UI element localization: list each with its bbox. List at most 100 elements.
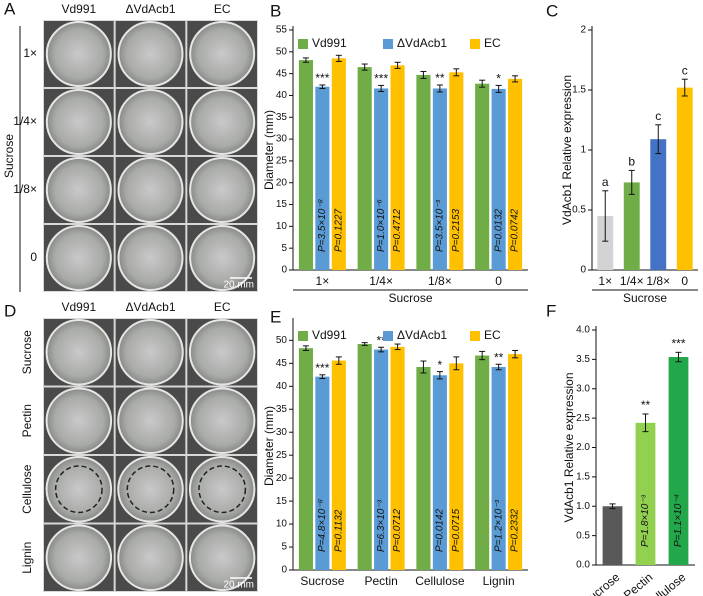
y-tick-label: 0.0 xyxy=(576,560,590,571)
plate xyxy=(45,319,113,386)
x-tick-label: Lignin xyxy=(483,574,515,588)
plate xyxy=(117,89,184,155)
y-tick-label: 2.5 xyxy=(576,413,590,424)
plate xyxy=(117,21,184,87)
y-tick-label: 1.5 xyxy=(576,472,590,483)
bar xyxy=(449,363,464,570)
y-axis-label: Diameter (mm) xyxy=(262,110,276,190)
y-tick-label: 10 xyxy=(276,221,288,232)
plate xyxy=(188,524,256,591)
significance: ** xyxy=(494,350,504,364)
x-tick-label: Sucrose xyxy=(580,570,623,596)
x-tick-label: 1× xyxy=(598,274,612,288)
x-axis-label: Sucrose xyxy=(623,291,667,305)
colony-outline xyxy=(126,465,175,514)
bar xyxy=(623,182,640,270)
bar xyxy=(597,216,614,270)
plate xyxy=(189,225,256,291)
y-tick-label: 30 xyxy=(276,427,288,438)
p-value: P=3.5×10⁻⁸ xyxy=(317,199,328,252)
panel-label: A xyxy=(4,0,16,18)
significance: *** xyxy=(315,361,329,375)
bar xyxy=(491,88,506,270)
plate xyxy=(45,524,113,591)
row-label: Cellulose xyxy=(20,464,34,514)
scale-label: 20 mm xyxy=(223,580,254,591)
plate xyxy=(45,387,113,454)
bar xyxy=(357,344,372,570)
bar xyxy=(432,375,447,570)
bar xyxy=(357,67,372,270)
significance: *** xyxy=(315,71,329,85)
y-tick-label: 5 xyxy=(281,243,287,254)
significance: a xyxy=(602,175,609,189)
plate xyxy=(189,157,256,223)
plate xyxy=(188,319,256,386)
x-tick-label: Cellulose xyxy=(415,574,465,588)
bar xyxy=(416,367,431,570)
y-tick-label: 55 xyxy=(276,25,288,36)
legend-swatch xyxy=(470,331,480,341)
p-value: P=0.2332 xyxy=(510,508,521,552)
row-label: 1/4× xyxy=(13,114,37,128)
y-tick-label: 0 xyxy=(281,265,287,276)
column-header: ΔVdAcb1 xyxy=(125,300,175,314)
significance: ** xyxy=(376,333,386,347)
significance: c xyxy=(655,109,661,123)
y-tick-label: 1.5 xyxy=(572,85,586,96)
x-tick-label: Pectin xyxy=(364,574,397,588)
y-tick-label: 25 xyxy=(276,156,288,167)
panel-label: D xyxy=(4,301,16,320)
y-tick-label: 45 xyxy=(276,68,288,79)
legend-label: ΔVdAcb1 xyxy=(397,36,447,50)
legend-swatch xyxy=(383,39,393,49)
plate xyxy=(45,89,112,155)
colony-outline xyxy=(54,465,103,514)
bar xyxy=(390,65,405,270)
plate xyxy=(188,387,256,454)
bar xyxy=(676,87,693,270)
legend-swatch xyxy=(298,39,308,49)
significance: ** xyxy=(435,71,445,85)
x-tick-label: 1/4× xyxy=(369,274,393,288)
bar xyxy=(416,74,431,270)
significance: c xyxy=(682,63,688,77)
legend-label: Vd991 xyxy=(312,328,347,342)
bar xyxy=(602,506,623,565)
p-value: P=1.8×10⁻³ xyxy=(640,494,651,547)
y-tick-label: 3.5 xyxy=(576,354,590,365)
y-tick-label: 20 xyxy=(276,177,288,188)
panel-label: C xyxy=(546,1,558,20)
y-tick-label: 2.0 xyxy=(576,442,590,453)
y-tick-label: 1 xyxy=(580,145,586,156)
row-label: 0 xyxy=(30,250,37,264)
bar xyxy=(298,60,313,270)
x-tick-label: Sucrose xyxy=(300,574,344,588)
legend-swatch xyxy=(298,331,308,341)
p-value: P=1.1×10⁻⁴ xyxy=(673,494,684,547)
p-value: P=3.5×10⁻³ xyxy=(435,199,446,252)
plate xyxy=(117,157,184,223)
plate xyxy=(45,157,112,223)
y-tick-label: 40 xyxy=(276,90,288,101)
y-tick-label: 15 xyxy=(276,496,288,507)
y-tick-label: 0.5 xyxy=(572,205,586,216)
panel-label: B xyxy=(270,1,281,20)
x-tick-label: 1/4× xyxy=(620,274,644,288)
y-tick-label: 2 xyxy=(580,25,586,36)
plate xyxy=(117,225,184,291)
column-header: Vd991 xyxy=(61,2,96,16)
x-tick-label: 0 xyxy=(681,274,688,288)
y-tick-label: 0 xyxy=(580,265,586,276)
column-header: EC xyxy=(214,300,231,314)
y-axis-label: Diameter (mm) xyxy=(262,406,276,486)
y-axis-label: VdAcb1 Relative expression xyxy=(560,75,574,225)
plate xyxy=(45,21,112,87)
p-value: P=4.8×10⁻⁸ xyxy=(317,499,328,552)
bar xyxy=(298,348,313,570)
y-tick-label: 35 xyxy=(276,404,288,415)
legend-label: EC xyxy=(484,36,501,50)
y-tick-label: 25 xyxy=(276,450,288,461)
p-value: P=0.1132 xyxy=(333,509,344,552)
legend-swatch xyxy=(383,331,393,341)
